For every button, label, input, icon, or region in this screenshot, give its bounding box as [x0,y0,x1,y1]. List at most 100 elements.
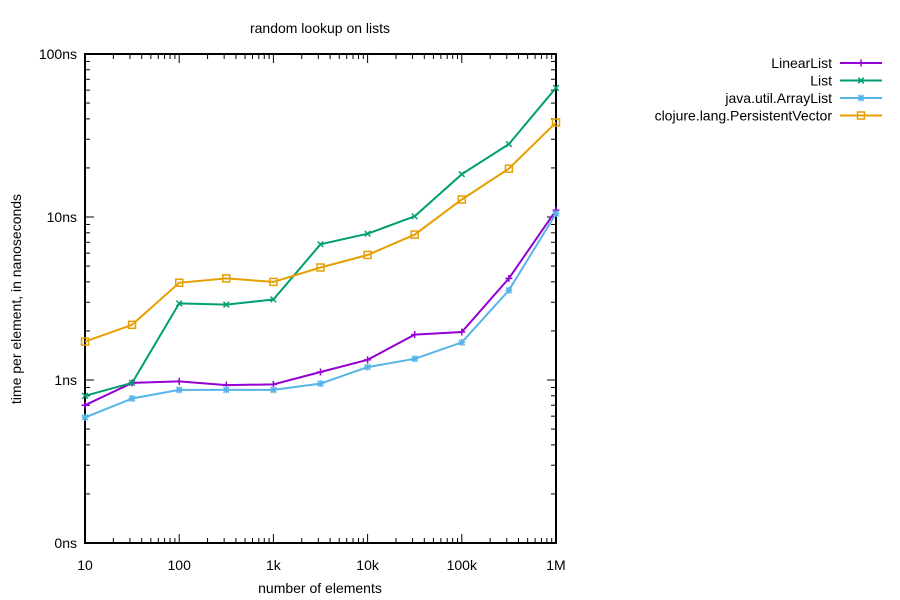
series-clojure-lang-persistentvector [80,118,561,346]
data-point [269,277,278,287]
data-point [127,320,137,330]
marker-stroke [458,339,466,346]
data-point [128,395,136,403]
data-point [175,300,183,307]
marker-square [222,274,231,283]
data-point [174,278,184,288]
data-point [857,59,865,67]
marker-stroke [364,230,371,238]
data-point [458,338,466,346]
marker-stroke [458,170,466,178]
marker-stroke [505,286,513,294]
marker-stroke [81,414,89,421]
marker-square [80,337,90,346]
data-point [552,84,560,92]
data-point [175,386,183,394]
x-tick-label: 1k [266,557,282,573]
data-point [505,286,513,294]
data-point [364,363,372,371]
marker-stroke [128,395,136,402]
data-point [458,328,466,336]
series-line [84,209,557,407]
marker-square [127,320,137,330]
marker-stroke [857,94,865,102]
marker-stroke [317,380,324,387]
plot-frame [84,53,557,544]
chart-title: random lookup on lists [250,20,390,36]
data-point [128,379,136,387]
x-tick-label: 10 [77,557,93,573]
data-point [316,368,324,376]
data-point [222,386,230,394]
data-point [364,230,371,238]
data-point [316,263,325,272]
x-axis-label: number of elements [258,580,382,596]
marker-square [856,111,866,120]
x-tick-label: 10k [356,557,380,573]
data-point [411,331,419,339]
data-point [504,164,514,173]
marker-stroke [317,240,324,248]
y-tick-label: 0ns [54,535,77,551]
data-point [857,77,865,84]
legend-item: java.util.ArrayList [724,90,882,106]
data-point [505,140,513,148]
data-point [81,392,89,400]
data-point [363,250,372,260]
marker-stroke [81,392,89,400]
marker-square [551,118,561,127]
y-tick-label: 100ns [39,46,77,62]
series-list [81,84,560,400]
marker-stroke [857,77,865,84]
marker-square [457,195,467,204]
x-tick-labels: 10 100 1k 10k 100k 1M [77,557,566,573]
data-point [411,212,419,220]
marker-stroke [505,140,513,148]
data-point [552,210,560,218]
series-line [84,87,557,397]
y-tick-label: 1ns [54,372,77,388]
marker-square [174,278,184,288]
marker-stroke [175,386,183,394]
data-point [222,274,231,283]
data-point [551,118,561,127]
marker-square [504,164,514,173]
data-point [457,195,467,204]
data-point [270,296,277,303]
data-point [81,413,89,421]
legend-item: List [810,73,882,89]
series-layer [80,84,561,421]
legend-label: LinearList [771,55,832,71]
marker-square [316,263,325,272]
marker-stroke [552,84,560,92]
data-point [505,274,513,282]
marker-stroke [411,212,419,220]
marker-stroke [270,386,277,394]
data-point [458,170,466,178]
data-point [80,337,90,346]
data-point [411,355,419,363]
y-tick-labels: 0ns 1ns 10ns 100ns [39,46,77,551]
legend-item: LinearList [771,55,882,71]
marker-stroke [411,355,419,363]
marker-square [363,250,372,260]
legend-label: clojure.lang.PersistentVector [655,108,833,124]
marker-stroke [222,386,230,394]
marker-stroke [175,300,183,307]
data-point [175,377,183,385]
axis-ticks [84,54,556,544]
data-point [222,301,230,308]
legend-label: List [810,73,832,89]
x-tick-label: 100 [168,557,192,573]
marker-stroke [128,379,136,387]
x-tick-label: 1M [546,557,565,573]
data-point [316,380,324,388]
series-linearlist [81,206,560,409]
legend-label: java.util.ArrayList [724,90,832,106]
marker-stroke [270,296,277,303]
marker-square [410,230,419,239]
marker-stroke [552,210,560,217]
data-point [857,94,865,102]
